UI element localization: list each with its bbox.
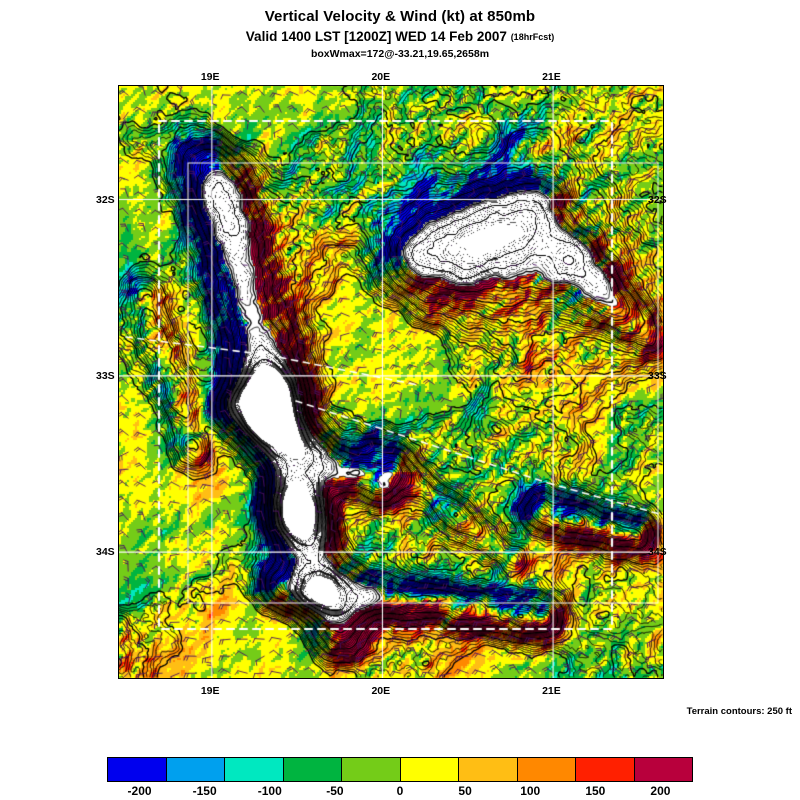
colorbar-tick-0: -200 bbox=[127, 784, 152, 798]
colorbar-swatch-8 bbox=[576, 758, 635, 781]
colorbar-swatch-0 bbox=[108, 758, 167, 781]
lat-label-left-1: 33S bbox=[96, 369, 115, 382]
colorbar-swatch-7 bbox=[517, 758, 576, 781]
map-frame bbox=[118, 85, 664, 679]
lon-label-top-2: 21E bbox=[542, 71, 561, 83]
terrain-contour-note: Terrain contours: 250 ft bbox=[686, 706, 792, 717]
map-panel bbox=[118, 85, 664, 679]
lon-label-bottom-1: 20E bbox=[371, 685, 391, 697]
lon-label-top-0: 19E bbox=[200, 71, 220, 83]
colorbar-swatch-5 bbox=[400, 758, 459, 781]
title-block: Vertical Velocity & Wind (kt) at 850mb V… bbox=[0, 0, 800, 60]
lat-label-left-0: 32S bbox=[96, 193, 115, 206]
colorbar-tick-1: -150 bbox=[192, 784, 217, 798]
valid-time-line: Valid 1400 LST [1200Z] WED 14 Feb 2007 (… bbox=[0, 29, 800, 45]
colorbar-tick-4: 0 bbox=[396, 784, 404, 798]
page-title: Vertical Velocity & Wind (kt) at 850mb bbox=[264, 8, 536, 25]
colorbar-tick-3: -50 bbox=[326, 784, 344, 798]
lon-label-bottom-2: 21E bbox=[542, 685, 561, 697]
colorbar bbox=[107, 757, 693, 782]
colorbar-tick-6: 100 bbox=[520, 784, 541, 798]
colorbar-swatch-6 bbox=[459, 758, 518, 781]
lat-label-right-1: 33S bbox=[648, 369, 667, 382]
colorbar-tick-8: 200 bbox=[650, 784, 671, 798]
weather-field-canvas bbox=[118, 85, 664, 679]
lat-label-right-2: 34S bbox=[648, 546, 667, 559]
forecast-hour-tag: (18hrFcst) bbox=[510, 32, 555, 42]
colorbar-swatch-2 bbox=[225, 758, 284, 781]
colorbar-swatch-1 bbox=[166, 758, 225, 781]
colorbar-swatch-9 bbox=[634, 758, 692, 781]
box-max-annotation: boxWmax=172@-33.21,19.65,2658m bbox=[310, 48, 490, 60]
colorbar-tick-labels: -200 -150 -100 -50 0 50 100 150 200 bbox=[107, 784, 693, 800]
colorbar-tick-5: 50 bbox=[458, 784, 472, 798]
colorbar-swatch-4 bbox=[342, 758, 401, 781]
valid-time-text: Valid 1400 LST [1200Z] WED 14 Feb 2007 bbox=[245, 29, 507, 44]
colorbar-tick-2: -100 bbox=[257, 784, 282, 798]
lon-label-bottom-0: 19E bbox=[200, 685, 220, 697]
colorbar-tick-7: 150 bbox=[585, 784, 606, 798]
lat-label-left-2: 34S bbox=[96, 546, 115, 559]
lat-label-right-0: 32S bbox=[648, 193, 667, 206]
colorbar-swatch-3 bbox=[283, 758, 342, 781]
lon-label-top-1: 20E bbox=[371, 71, 391, 83]
